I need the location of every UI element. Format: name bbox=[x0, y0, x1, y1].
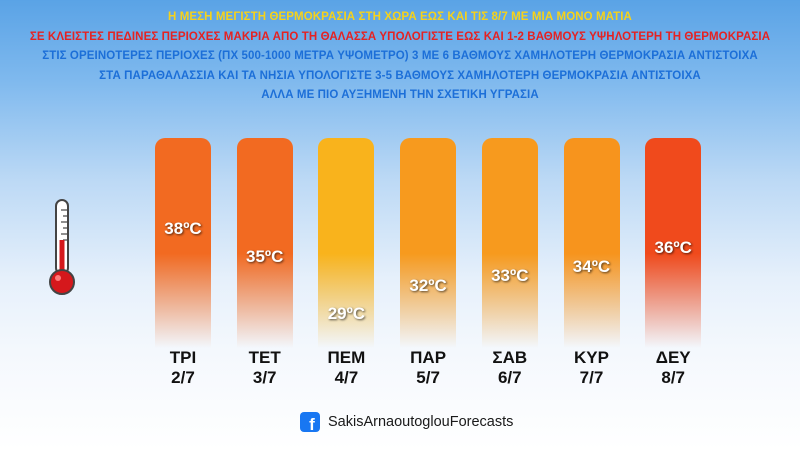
temp-label: 33ºC bbox=[491, 266, 529, 285]
day-label: ΤΕΤ 3/7 bbox=[225, 348, 305, 388]
temp-label: 38ºC bbox=[164, 218, 202, 238]
temp-label: 35ºC bbox=[245, 247, 284, 266]
thermometer-icon bbox=[48, 198, 76, 296]
day-name: ΠΑΡ bbox=[410, 348, 447, 367]
temp-bar bbox=[400, 138, 457, 348]
day-label: ΣΑΒ 6/7 bbox=[470, 348, 550, 388]
footer-credit: f SakisArnaoutoglouForecasts bbox=[300, 410, 513, 434]
day-name: ΤΕΤ bbox=[248, 348, 281, 367]
day-date: 7/7 bbox=[579, 368, 604, 387]
headline-1: Η ΜΕΣΗ ΜΕΓΙΣΤΗ ΘΕΡΜΟΚΡΑΣΙΑ ΣΤΗ ΧΩΡΑ ΕΩΣ … bbox=[168, 11, 632, 23]
temp-label: 36ºC bbox=[654, 237, 692, 257]
day-name: ΔΕΥ bbox=[655, 348, 691, 367]
day-name: ΚΥΡ bbox=[574, 348, 609, 367]
day-name: ΤΡΙ bbox=[169, 348, 197, 367]
temp-bar bbox=[645, 138, 702, 348]
temp-bar bbox=[318, 138, 375, 348]
day-label: ΠΑΡ 5/7 bbox=[388, 348, 468, 388]
day-label: ΚΥΡ 7/7 bbox=[552, 348, 632, 388]
day-label: ΔΕΥ 8/7 bbox=[633, 348, 713, 388]
headline-5: ΑΛΛΑ ΜΕ ΠΙΟ ΑΥΞΗΜΕΝΗ ΤΗΝ ΣΧΕΤΙΚΗ ΥΓΡΑΣΙΑ bbox=[261, 89, 539, 101]
temp-label: 34ºC bbox=[572, 256, 611, 276]
temp-label: 29ºC bbox=[327, 304, 366, 323]
temp-bar bbox=[155, 138, 211, 348]
headline-2: ΣΕ ΚΛΕΙΣΤΕΣ ΠΕΔΙΝΕΣ ΠΕΡΙΟΧΕΣ ΜΑΚΡΙΑ ΑΠΟ … bbox=[29, 30, 771, 43]
facebook-page-name: SakisArnaoutoglouForecasts bbox=[328, 414, 514, 430]
temp-bar bbox=[563, 138, 620, 348]
day-label: ΠΕΜ 4/7 bbox=[306, 348, 386, 388]
day-date: 3/7 bbox=[252, 368, 277, 387]
day-date: 6/7 bbox=[497, 368, 522, 387]
temp-bar bbox=[481, 138, 538, 348]
day-name: ΣΑΒ bbox=[492, 348, 528, 367]
day-date: 8/7 bbox=[661, 368, 685, 387]
day-date: 5/7 bbox=[416, 368, 440, 387]
facebook-glyph: f bbox=[309, 415, 315, 432]
headline-block: Η ΜΕΣΗ ΜΕΓΙΣΤΗ ΘΕΡΜΟΚΡΑΣΙΑ ΣΤΗ ΧΩΡΑ ΕΩΣ … bbox=[0, 8, 800, 106]
temp-label: 32ºC bbox=[409, 275, 447, 295]
day-label: ΤΡΙ 2/7 bbox=[143, 348, 223, 388]
headline-4: ΣΤΑ ΠΑΡΑΘΑΛΑΣΣΙΑ ΚΑΙ ΤΑ ΝΗΣΙΑ ΥΠΟΛΟΓΙΣΤΕ… bbox=[99, 69, 701, 82]
facebook-icon: f bbox=[300, 412, 320, 432]
day-name: ΠΕΜ bbox=[327, 348, 366, 367]
headline-3: ΣΤΙΣ ΟΡΕΙΝΟΤΕΡΕΣ ΠΕΡΙΟΧΕΣ (ΠΧ 500-1000 Μ… bbox=[42, 50, 758, 62]
temp-bar bbox=[236, 138, 293, 348]
day-date: 2/7 bbox=[171, 368, 195, 387]
day-date: 4/7 bbox=[334, 368, 359, 387]
